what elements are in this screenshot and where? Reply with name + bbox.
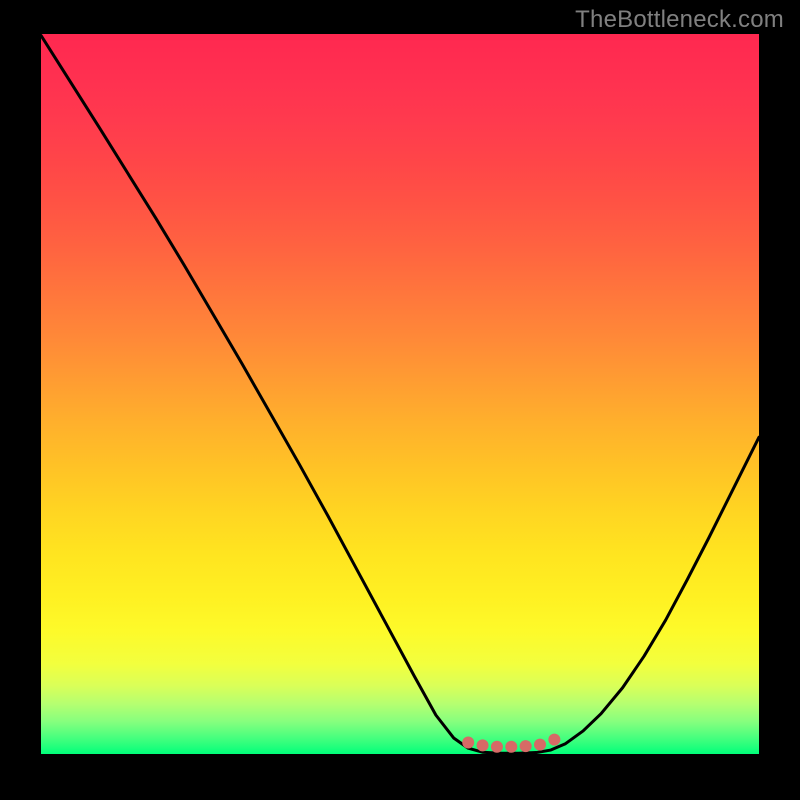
marker-point [491, 741, 503, 753]
marker-point [462, 736, 474, 748]
attribution-label: TheBottleneck.com [575, 6, 784, 34]
marker-point [477, 739, 489, 751]
marker-point [548, 734, 560, 746]
bottleneck-chart [0, 0, 800, 800]
chart-frame: TheBottleneck.com [0, 0, 800, 800]
marker-point [505, 741, 517, 753]
marker-point [520, 740, 532, 752]
marker-point [534, 739, 546, 751]
